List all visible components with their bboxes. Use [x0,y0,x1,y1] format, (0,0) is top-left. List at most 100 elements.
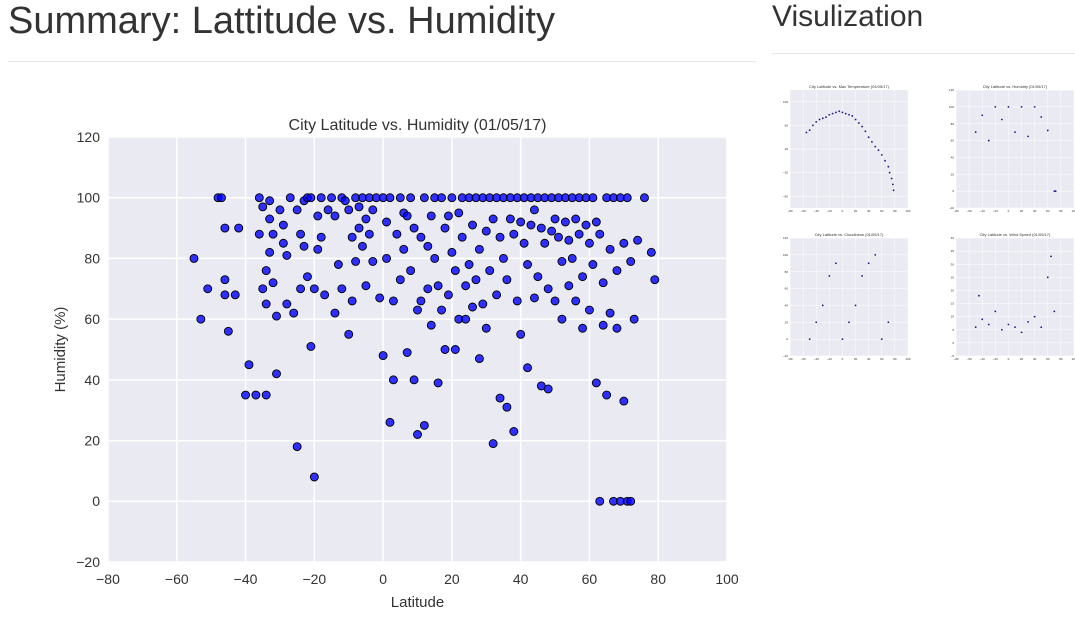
data-point [578,272,588,282]
data-point [220,290,230,300]
plot-area [956,90,1074,208]
sidebar-divider [772,53,1075,54]
data-point [574,229,584,239]
data-point [871,141,873,143]
data-point [423,241,433,251]
data-point [640,193,649,203]
data-point [261,266,271,276]
data-point [388,375,398,385]
data-point [874,145,877,148]
data-point [529,205,539,215]
data-point [471,275,481,285]
y-tick-label: 5 [952,328,954,332]
x-tick-label: 60 [1046,209,1050,213]
data-point [1000,118,1003,121]
y-tick-label: −60 [783,194,788,198]
x-tick-label: 100 [905,357,910,361]
x-tick-label: 40 [867,357,871,361]
data-point [223,326,233,336]
data-point [268,229,278,239]
chart-title: City Latitude vs. Wind Speed (01/05/17) [980,232,1051,237]
data-point [474,244,484,254]
data-point [598,320,608,330]
x-tick-label: 80 [1059,209,1063,213]
data-point [543,384,553,394]
data-point [844,112,847,115]
x-tick-label: 40 [867,209,871,213]
y-tick-label: 60 [785,287,789,291]
data-point [409,223,419,233]
x-tick-label: −40 [980,209,985,213]
data-point [258,202,268,212]
data-point [887,321,890,324]
x-tick-label: −60 [967,357,972,361]
data-point [805,131,808,134]
data-point [509,427,519,436]
data-point [340,196,350,206]
data-point [495,232,505,242]
x-tick-label: −20 [993,209,998,213]
data-point [526,220,536,230]
data-point [320,290,330,300]
x-tick-label: 0 [842,357,844,361]
data-point [584,238,594,248]
data-point [1050,255,1052,258]
thumb-humidity-chart[interactable]: −80 −60 −40 −20 0 20 40 60 80 100 −20 0 20 40 60 80 100 1… [938,80,1075,220]
y-tick-label: 100 [783,100,788,104]
data-point [821,117,824,120]
data-point [554,232,563,242]
data-point [261,299,271,309]
data-point [540,238,550,248]
data-point [378,351,388,361]
y-tick-label: 40 [951,236,955,240]
chart-title: City Latitude vs. Humidity (01/05/17) [289,117,547,134]
data-point [468,220,477,230]
data-point [354,223,364,233]
x-tick-label: 80 [893,209,897,213]
data-point [272,369,281,379]
data-point [1000,328,1003,331]
y-tick-label: 0 [952,341,954,345]
page-title: Summary: Lattitude vs. Humidity [8,0,555,42]
data-point [282,299,292,309]
data-point [650,275,660,285]
x-tick-label: −60 [165,571,189,587]
x-tick-label: 20 [444,571,460,587]
data-point [834,262,837,265]
data-point [361,281,371,291]
data-point [492,290,502,300]
data-point [254,229,264,239]
data-point [230,290,240,300]
data-point [306,193,316,203]
thumb-temperature-chart[interactable]: −80 −60 −40 −20 0 20 40 60 80 100 −60 −20 20 60 100 Cit… [772,80,912,220]
data-point [619,238,629,248]
y-tick-label: 0 [92,493,100,509]
data-point [444,211,453,221]
data-point [890,177,893,180]
data-point [244,360,254,370]
data-point [337,284,347,294]
data-point [815,321,818,324]
data-point [1053,310,1056,313]
data-point [602,390,612,400]
chart-title: City Latitude vs. Humidity (01/05/17) [983,84,1048,89]
data-point [265,214,275,224]
data-point [612,266,622,276]
data-point [857,122,860,124]
data-point [444,290,453,300]
x-tick-label: 0 [379,571,387,587]
y-tick-label: 40 [951,155,955,159]
data-point [560,217,570,227]
data-point [344,329,354,339]
thumb-cloudiness-chart[interactable]: −80 −60 −40 −20 0 20 40 60 80 100 −20 0 20 40 60 80 100 1… [772,228,912,368]
data-point [285,193,295,203]
data-point [409,375,419,385]
data-point [598,278,608,288]
data-point [626,496,636,506]
x-tick-label: −60 [801,357,806,361]
data-point [626,257,636,266]
data-point [815,120,818,123]
data-point [388,296,398,306]
data-point [399,244,409,254]
thumb-wind-speed-chart[interactable]: −80 −60 −40 −20 0 20 40 60 80 100 −5 0 5 10 15 20 25 30 35… [938,228,1075,368]
